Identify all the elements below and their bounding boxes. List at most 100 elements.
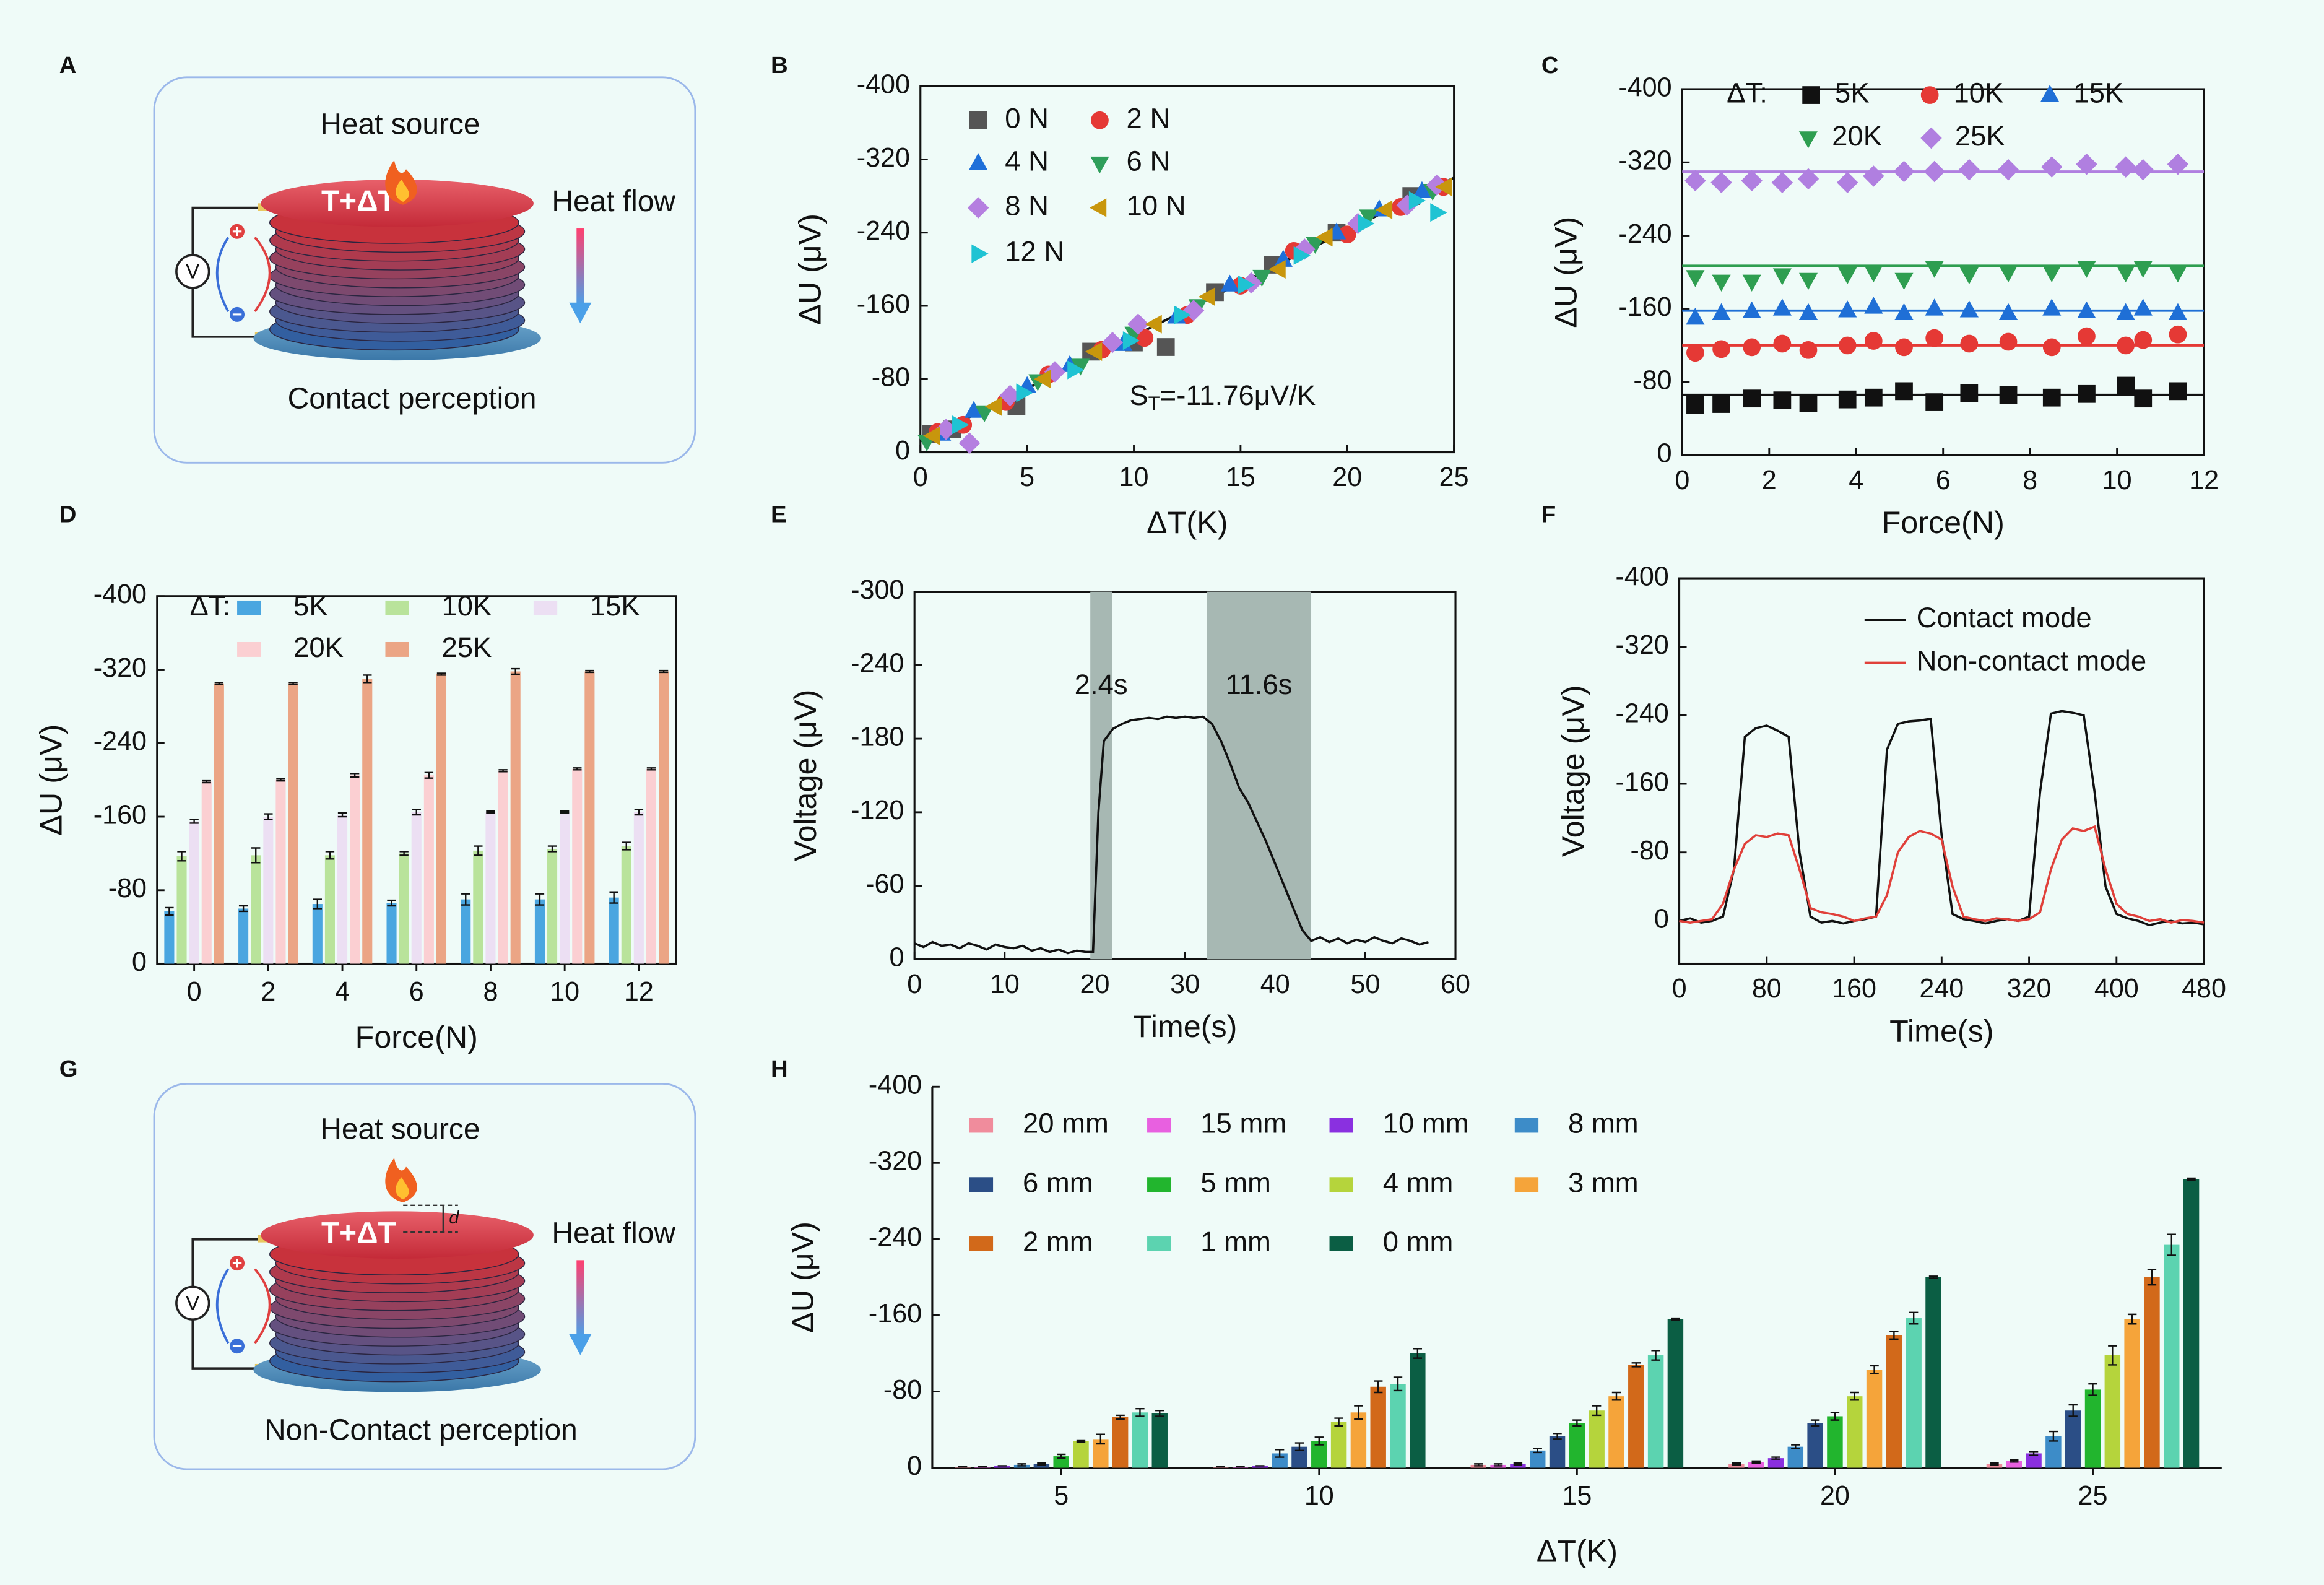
marker (1772, 298, 1792, 316)
marker (1797, 168, 1819, 190)
marker (1799, 341, 1818, 359)
bar (1647, 1355, 1664, 1468)
marker (2134, 389, 2153, 408)
y-tick-label: -320 (869, 1147, 922, 1176)
legend-label: 2 mm (1023, 1226, 1093, 1257)
marker (1085, 342, 1103, 362)
error-bar (1791, 1444, 1800, 1449)
marker (1686, 308, 1705, 325)
marker (1238, 275, 1255, 295)
error-bar (436, 672, 446, 676)
meter-label: V (186, 1292, 200, 1315)
marker (1864, 332, 1883, 350)
y-tick-label: -320 (93, 653, 147, 683)
legend-swatch (1514, 1118, 1539, 1133)
marker (2078, 327, 2096, 345)
error-bar (1096, 1433, 1106, 1445)
x-tick-label: 20 (1080, 970, 1110, 999)
bar (1827, 1416, 1843, 1468)
marker (1838, 300, 1857, 318)
error-bar (1374, 1380, 1383, 1394)
y-tick-label: 0 (1654, 905, 1669, 934)
error-bar (1651, 1350, 1660, 1361)
marker (1034, 370, 1051, 389)
error-bar (1830, 1412, 1840, 1421)
meter (175, 1285, 210, 1321)
marker (1743, 338, 1761, 357)
heat-flow-arrow (569, 1334, 592, 1355)
x-tick-label: 20 (1332, 462, 1362, 492)
marker (1091, 111, 1109, 129)
x-tick-label: 4 (335, 977, 350, 1007)
error-bar (634, 808, 644, 816)
marker (1686, 270, 1705, 287)
marker (1864, 297, 1883, 314)
marker (1220, 274, 1239, 292)
marker (1306, 237, 1325, 254)
x-tick-label: 240 (1919, 974, 1964, 1004)
bar (1748, 1462, 1764, 1468)
bar (423, 775, 434, 964)
legend-label: 20K (1832, 120, 1882, 152)
panel-label: E (771, 502, 787, 528)
x-tick-label: 2 (1762, 466, 1777, 495)
error-bar (1413, 1348, 1423, 1359)
error-bar (1732, 1462, 1741, 1466)
line (1679, 825, 2205, 924)
error-bar (1572, 1419, 1582, 1427)
marker (1268, 259, 1286, 279)
marker (1684, 170, 1706, 192)
marker (1925, 329, 1944, 347)
bar (994, 1466, 1010, 1468)
error-bar (1631, 1362, 1641, 1368)
error-bar (1671, 1317, 1680, 1321)
x-tick-label: 0 (1672, 974, 1687, 1004)
marker (1838, 336, 1857, 355)
bar (2144, 1277, 2160, 1468)
bar (1767, 1458, 1784, 1468)
error-bar (1751, 1460, 1761, 1464)
error-bar (585, 669, 594, 674)
region-label: 11.6s (1226, 669, 1293, 700)
bar (1589, 1410, 1605, 1468)
marker (1174, 305, 1191, 324)
y-tick-label: -240 (869, 1223, 922, 1253)
legend-swatch (1514, 1177, 1539, 1192)
bar (1053, 1456, 1069, 1468)
marker (1426, 174, 1448, 196)
error-bar (1771, 1456, 1780, 1460)
legend-label: 6 mm (1023, 1166, 1093, 1198)
plus-sign (232, 227, 242, 237)
error-bar (1870, 1365, 1879, 1374)
x-axis-label: Time(s) (1889, 1013, 1993, 1048)
x-tick-label: 160 (1832, 974, 1876, 1004)
bar (2084, 1389, 2101, 1468)
bar (2104, 1355, 2121, 1468)
bar (2006, 1461, 2022, 1468)
error-bar (560, 810, 570, 814)
x-tick-label: 10 (1119, 462, 1149, 492)
marker (1090, 156, 1109, 174)
marker (2076, 153, 2097, 175)
marker (1135, 329, 1154, 347)
marker (1742, 301, 1761, 319)
marker (2167, 153, 2189, 175)
marker (1895, 338, 1913, 357)
error-bar (1513, 1462, 1523, 1466)
error-bar (363, 674, 372, 684)
bar (1569, 1423, 1585, 1468)
error-bar (1294, 1442, 1304, 1452)
error-bar (2147, 1269, 2157, 1286)
marker (1838, 267, 1857, 285)
bar (386, 903, 397, 964)
bar (473, 850, 483, 964)
bar (350, 775, 360, 964)
bar (1886, 1335, 1902, 1468)
marker (1358, 214, 1375, 233)
y-tick-label: -400 (857, 70, 910, 100)
legend-swatch (1329, 1177, 1353, 1192)
marker (1742, 274, 1761, 292)
